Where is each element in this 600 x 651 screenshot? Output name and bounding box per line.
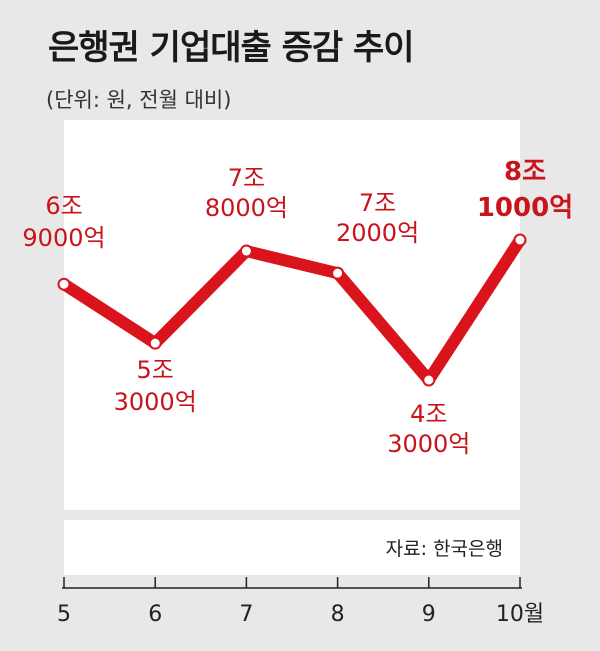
x-tick-label: 10월 [496, 602, 544, 627]
source-note: 자료: 한국은행 [386, 538, 503, 560]
data-point [239, 244, 253, 258]
data-point [513, 233, 527, 247]
series-line [58, 234, 526, 386]
plot-panel [64, 120, 520, 510]
data-label: 5조 [137, 356, 174, 384]
data-label: 7조 [359, 189, 396, 217]
data-point [331, 266, 345, 280]
x-tick-label: 9 [422, 602, 436, 627]
data-label: 3000억 [387, 430, 470, 458]
x-tick-label: 7 [239, 602, 253, 627]
data-label: 4조 [410, 400, 447, 428]
data-label: 8조 [504, 157, 546, 187]
source-panel [64, 520, 520, 575]
chart-subtitle: (단위: 원, 전월 대비) [46, 88, 232, 112]
x-tick-label: 8 [331, 602, 345, 627]
data-label: 9000억 [22, 224, 105, 252]
data-label: 7조 [228, 164, 265, 192]
data-label: 8000억 [205, 194, 288, 222]
data-label: 3000억 [114, 388, 197, 416]
data-point [148, 336, 162, 350]
x-tick-label: 5 [57, 602, 71, 627]
x-tick-label: 6 [148, 602, 162, 627]
data-label: 2000억 [336, 219, 419, 247]
data-label: 6조 [45, 192, 82, 220]
x-axis: 5 6 7 8 9 10월 [57, 577, 544, 627]
data-label: 1000억 [477, 193, 573, 223]
chart-title: 은행권 기업대출 증감 추이 [48, 28, 415, 68]
data-point [57, 277, 71, 291]
data-point [422, 373, 436, 387]
